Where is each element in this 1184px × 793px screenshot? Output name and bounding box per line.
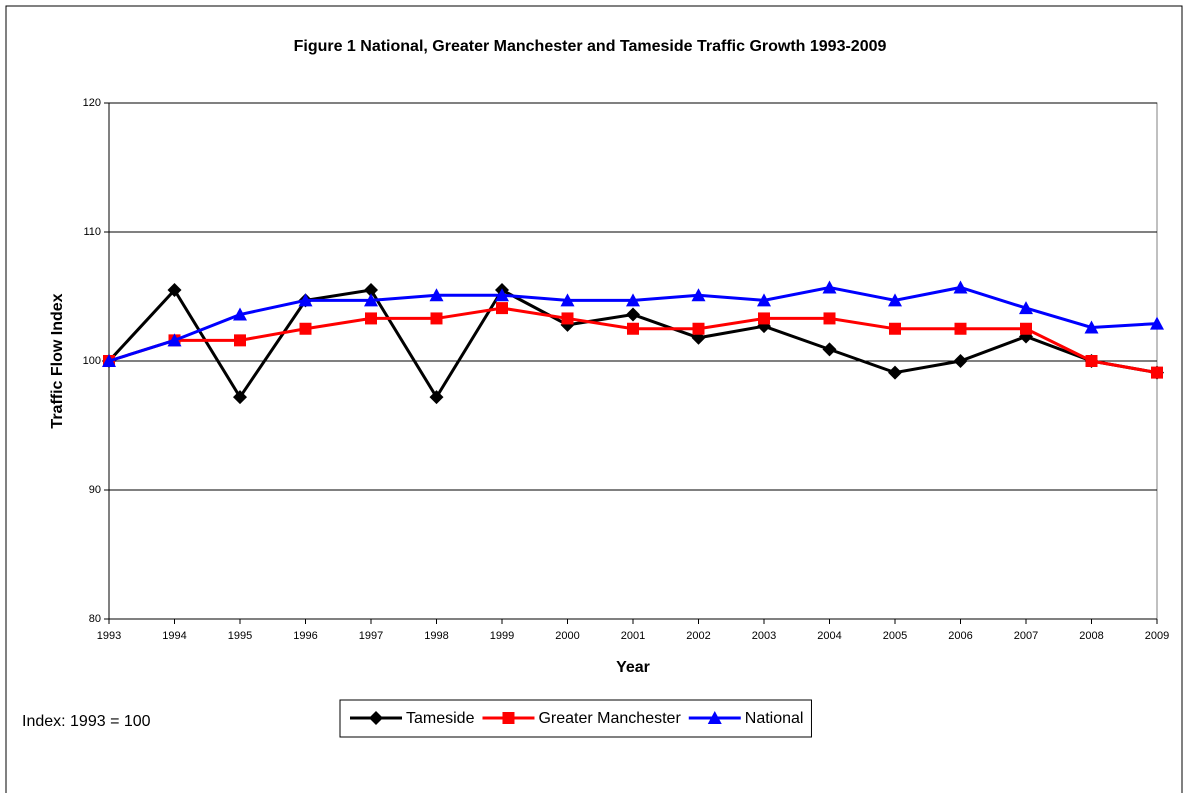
marker: [626, 293, 640, 307]
marker: [561, 312, 574, 325]
marker: [1150, 316, 1164, 330]
x-tick-label: 2008: [1079, 630, 1103, 642]
marker: [365, 312, 377, 325]
y-tick-label: 100: [83, 355, 101, 367]
marker: [888, 365, 902, 380]
x-tick-label: 2005: [883, 630, 907, 642]
marker: [1085, 355, 1098, 367]
y-tick-label: 120: [83, 97, 101, 109]
marker: [560, 293, 575, 307]
marker: [233, 390, 247, 405]
marker: [757, 293, 771, 307]
marker: [496, 302, 508, 315]
x-axis-label: Year: [616, 659, 650, 676]
marker: [430, 312, 443, 325]
marker: [954, 322, 967, 335]
marker: [889, 322, 901, 335]
legend-label: Tameside: [406, 710, 475, 727]
marker: [953, 280, 968, 294]
x-tick-label: 1994: [162, 630, 186, 642]
marker: [691, 288, 706, 302]
x-tick-label: 1998: [424, 630, 448, 642]
y-tick-label: 110: [83, 226, 101, 238]
marker: [1084, 320, 1099, 334]
x-tick-label: 2002: [686, 630, 710, 642]
marker: [167, 283, 182, 298]
x-tick-label: 2004: [817, 630, 841, 642]
marker: [888, 293, 902, 307]
annotation: Index: 1993 = 100: [22, 713, 151, 730]
marker: [502, 712, 515, 724]
marker: [1151, 366, 1163, 379]
marker: [822, 342, 837, 357]
marker: [495, 288, 509, 302]
legend-label: National: [745, 710, 804, 727]
marker: [758, 312, 770, 325]
marker: [364, 293, 378, 307]
marker: [369, 711, 383, 725]
x-tick-label: 2000: [555, 630, 579, 642]
marker: [627, 322, 639, 335]
marker: [299, 322, 312, 335]
marker: [953, 354, 968, 368]
x-tick-label: 1999: [490, 630, 514, 642]
marker: [298, 293, 313, 307]
marker: [364, 283, 378, 298]
x-tick-label: 1995: [228, 630, 252, 642]
x-tick-label: 2001: [621, 630, 645, 642]
marker: [822, 280, 837, 294]
marker: [429, 390, 444, 405]
marker: [1019, 301, 1033, 315]
y-tick-label: 90: [89, 484, 101, 496]
marker: [429, 288, 444, 302]
x-tick-label: 1993: [97, 630, 121, 642]
marker: [1020, 322, 1032, 335]
x-tick-label: 2007: [1014, 630, 1038, 642]
chart-title: Figure 1 National, Greater Manchester an…: [294, 38, 887, 55]
x-tick-label: 2006: [948, 630, 972, 642]
y-tick-label: 80: [89, 613, 101, 625]
legend-label: Greater Manchester: [538, 710, 681, 727]
y-axis-label: Traffic Flow Index: [49, 293, 66, 428]
marker: [234, 334, 246, 347]
marker: [626, 307, 640, 322]
x-tick-label: 1996: [293, 630, 317, 642]
marker: [102, 354, 116, 367]
x-tick-label: 2009: [1145, 630, 1169, 642]
legend: Tameside Greater Manchester National: [339, 699, 812, 738]
marker: [233, 307, 247, 321]
x-tick-label: 2003: [752, 630, 776, 642]
marker: [167, 333, 182, 347]
marker: [707, 711, 722, 724]
marker: [823, 312, 836, 325]
marker: [692, 322, 705, 335]
x-tick-label: 1997: [359, 630, 383, 642]
